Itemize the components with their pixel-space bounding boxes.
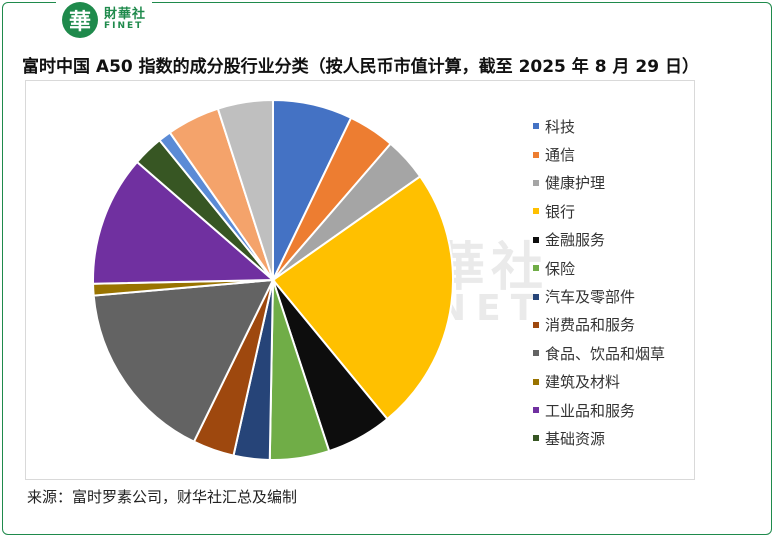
- legend-item: 消费品和服务: [533, 311, 665, 339]
- legend-item: 建筑及材料: [533, 368, 665, 396]
- legend-label: 食品、饮品和烟草: [545, 344, 666, 363]
- legend-item: 食品、饮品和烟草: [533, 339, 665, 367]
- brand-name-cn: 財華社: [104, 7, 147, 23]
- legend-item: 银行: [533, 197, 665, 225]
- legend-swatch: [533, 321, 539, 328]
- legend-label: 健康护理: [545, 174, 606, 193]
- legend-swatch: [533, 293, 539, 300]
- pie-slice-11: [92, 160, 276, 285]
- chart-legend: 科技通信健康护理银行金融服务保险汽车及零部件 消费品和服务食品、饮品和烟草 建筑及材…: [533, 112, 665, 453]
- legend-label: 汽车及零部件: [545, 288, 636, 307]
- legend-swatch: [533, 236, 539, 243]
- legend-label: 金融服务: [545, 231, 606, 250]
- legend-label: 建筑及材料: [545, 373, 621, 392]
- legend-swatch: [533, 407, 539, 414]
- legend-label: 消费品和服务: [545, 316, 636, 335]
- legend-swatch: [533, 350, 539, 357]
- brand-text: 財華社 FINET: [104, 8, 146, 31]
- card-frame: [2, 2, 772, 535]
- pie-slice-9: [92, 278, 275, 444]
- legend-label: 工业品和服务: [545, 401, 636, 420]
- legend-item: 工业品和服务: [533, 396, 665, 424]
- legend-item: 通信: [533, 140, 665, 168]
- brand-logo: 華 財華社 FINET: [56, 0, 153, 40]
- finet-logo-icon: 華: [62, 2, 98, 38]
- chart-title: 富时中国 A50 指数的成分股行业分类（按人民币市值计算，截至 2025 年 8…: [22, 57, 699, 77]
- legend-swatch: [533, 435, 539, 442]
- legend-item: 健康护理: [533, 169, 665, 197]
- legend-item: 基础资源: [533, 424, 665, 452]
- legend-swatch: [533, 378, 539, 385]
- brand-name-en: FINET: [104, 21, 144, 32]
- legend-label: 银行: [545, 202, 576, 221]
- legend-label: 通信: [545, 146, 576, 165]
- plot-area: [25, 80, 695, 480]
- legend-label: 基础资源: [545, 429, 606, 448]
- legend-swatch: [533, 123, 539, 130]
- legend-item: 金融服务: [533, 226, 665, 254]
- legend-swatch: [533, 265, 539, 272]
- legend-label: 保险: [545, 259, 576, 278]
- source-note: 来源：富时罗素公司，财华社汇总及编制: [27, 488, 298, 506]
- legend-item: 保险: [533, 254, 665, 282]
- pie-slice-4: [271, 174, 454, 421]
- legend-item: 汽车及零部件: [533, 282, 665, 310]
- legend-swatch: [533, 208, 539, 215]
- legend-item: 科技: [533, 112, 665, 140]
- legend-swatch: [533, 151, 539, 158]
- legend-label: 科技: [545, 117, 576, 136]
- pie-chart: [92, 98, 454, 461]
- legend-swatch: [533, 179, 539, 186]
- pie-slice-15: [216, 98, 274, 281]
